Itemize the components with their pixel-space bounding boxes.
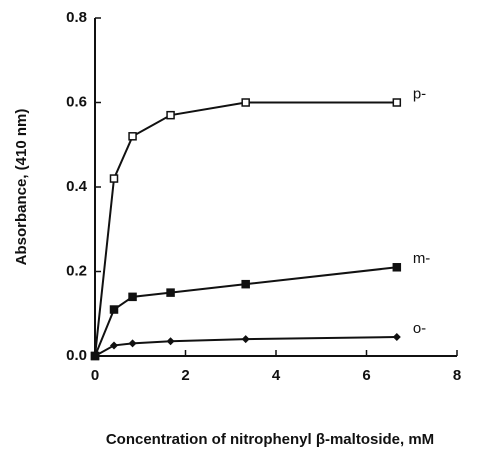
marker	[166, 110, 175, 120]
series-label: p-	[413, 85, 426, 102]
y-tick-label: 0.0	[66, 347, 87, 364]
marker	[392, 332, 401, 341]
marker	[241, 335, 250, 344]
marker	[91, 352, 99, 360]
marker	[128, 132, 137, 141]
series-line	[94, 101, 397, 357]
marker	[392, 98, 402, 107]
marker	[109, 174, 119, 183]
x-tick-label: 4	[272, 367, 281, 384]
marker	[128, 292, 137, 302]
series-line	[94, 335, 397, 357]
x-tick-label: 0	[91, 367, 99, 384]
x-axis-label: Concentration of nitrophenyl β-maltoside…	[106, 431, 434, 448]
marker	[109, 305, 119, 314]
marker	[128, 339, 137, 348]
marker	[166, 337, 175, 346]
series-line	[94, 266, 397, 357]
marker	[110, 341, 119, 350]
series-label: m-	[413, 250, 431, 267]
x-tick-label: 2	[181, 367, 189, 384]
marker	[166, 288, 175, 297]
x-tick-label: 8	[453, 367, 461, 384]
y-tick-label: 0.6	[66, 93, 87, 110]
marker	[241, 279, 250, 289]
series-label: o-	[413, 320, 426, 337]
marker	[392, 263, 402, 272]
y-tick-label: 0.2	[66, 262, 87, 279]
marker	[241, 98, 250, 107]
y-axis-label: Absorbance, (410 nm)	[13, 109, 30, 266]
x-tick-label: 6	[362, 367, 370, 384]
y-tick-label: 0.4	[66, 178, 88, 195]
y-tick-label: 0.8	[66, 9, 87, 26]
